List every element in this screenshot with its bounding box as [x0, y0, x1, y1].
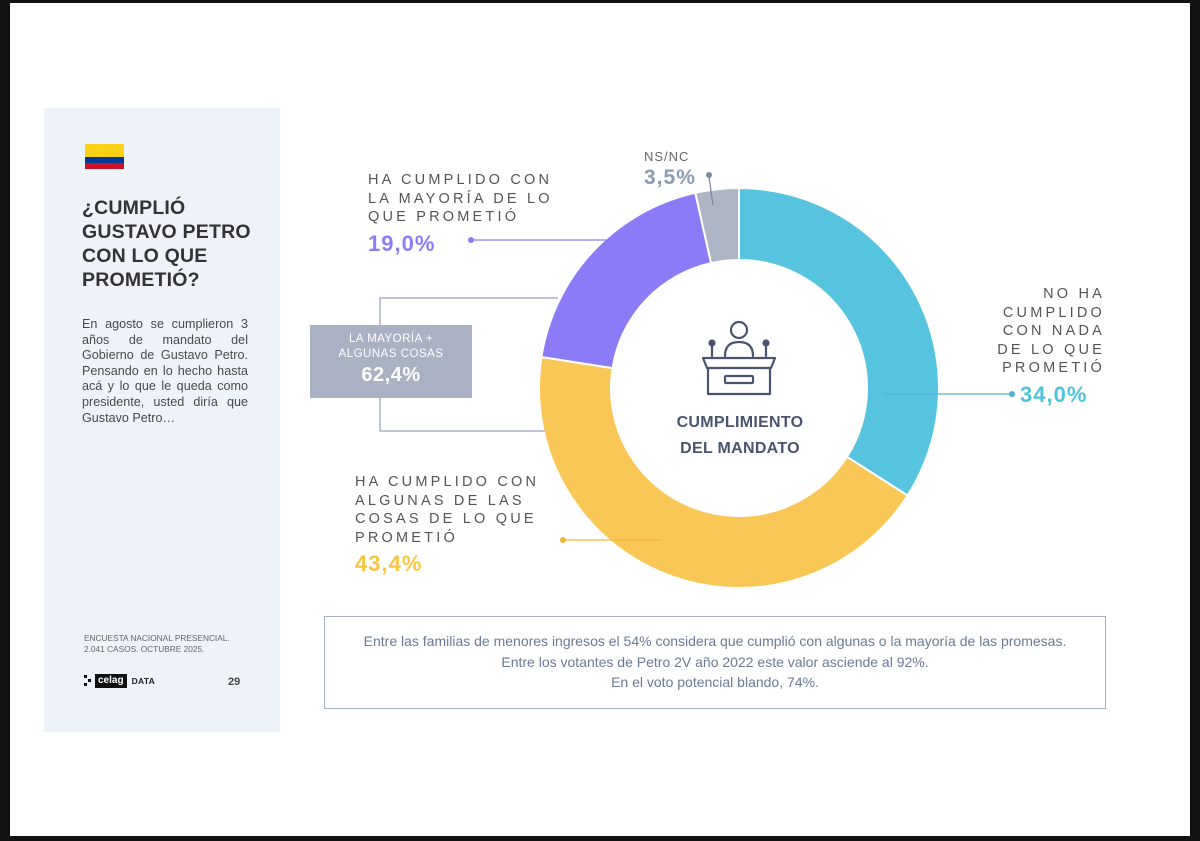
podium-speaker-icon	[701, 320, 777, 396]
value-nsnc: 3,5%	[644, 166, 696, 189]
label-algunas: HA CUMPLIDO CON ALGUNAS DE LAS COSAS DE …	[355, 474, 540, 546]
aggregate-bracket-lower	[379, 398, 545, 432]
sidebar-panel	[44, 108, 280, 732]
page-title: ¿CUMPLIÓ GUSTAVO PETRO CON LO QUE PROMET…	[82, 197, 251, 291]
label-nsnc: NS/NC	[644, 149, 690, 164]
slice-nsnc	[694, 186, 740, 265]
value-si-mayoria: 19,0%	[368, 231, 436, 256]
note-line: Entre los votantes de Petro 2V año 2022 …	[501, 653, 929, 670]
leader-dot-no	[1009, 391, 1015, 397]
slice-algunas	[538, 355, 910, 589]
center-title: CUMPLIMIENTO DEL MANDATO	[676, 414, 804, 457]
logo-suffix: DATA	[131, 676, 156, 686]
celag-mark-icon	[84, 675, 93, 687]
survey-question: En agosto se cumplieron 3 años de mandat…	[82, 317, 248, 425]
colombia-flag-icon	[85, 144, 124, 169]
leader-dot-algunas	[560, 537, 566, 543]
aggregate-bracket	[379, 297, 558, 325]
survey-footnote: ENCUESTA NACIONAL PRESENCIAL. 2.041 CASO…	[84, 633, 230, 654]
value-no-cumplido: 34,0%	[1020, 382, 1088, 407]
page-number: 29	[228, 676, 241, 688]
note-line: En el voto potencial blando, 74%.	[611, 674, 819, 690]
label-no-cumplido: NO HA CUMPLIDO CON NADA DE LO QUE PROMET…	[997, 286, 1105, 376]
aggregate-label: LA MAYORÍA + ALGUNAS COSAS	[338, 333, 444, 360]
celag-logo: celag DATA	[84, 672, 155, 690]
aggregate-box: LA MAYORÍA + ALGUNAS COSAS 62,4%	[310, 325, 472, 398]
leader-line-nsnc	[708, 176, 714, 206]
label-si-mayoria: HA CUMPLIDO CON LA MAYORÍA DE LO QUE PRO…	[368, 172, 553, 225]
leader-dot-nsnc	[706, 172, 712, 178]
leader-lines	[379, 172, 1015, 543]
leader-dot-si-mayoria	[468, 237, 474, 243]
logo-brand: celag	[95, 674, 127, 688]
value-algunas: 43,4%	[355, 551, 423, 576]
donut-slices	[538, 186, 940, 589]
aggregate-value: 62,4%	[361, 364, 421, 386]
note-box: Entre las familias de menores ingresos e…	[324, 616, 1106, 709]
slice-no-cumplido	[738, 186, 940, 497]
note-line: Entre las familias de menores ingresos e…	[363, 633, 1067, 649]
